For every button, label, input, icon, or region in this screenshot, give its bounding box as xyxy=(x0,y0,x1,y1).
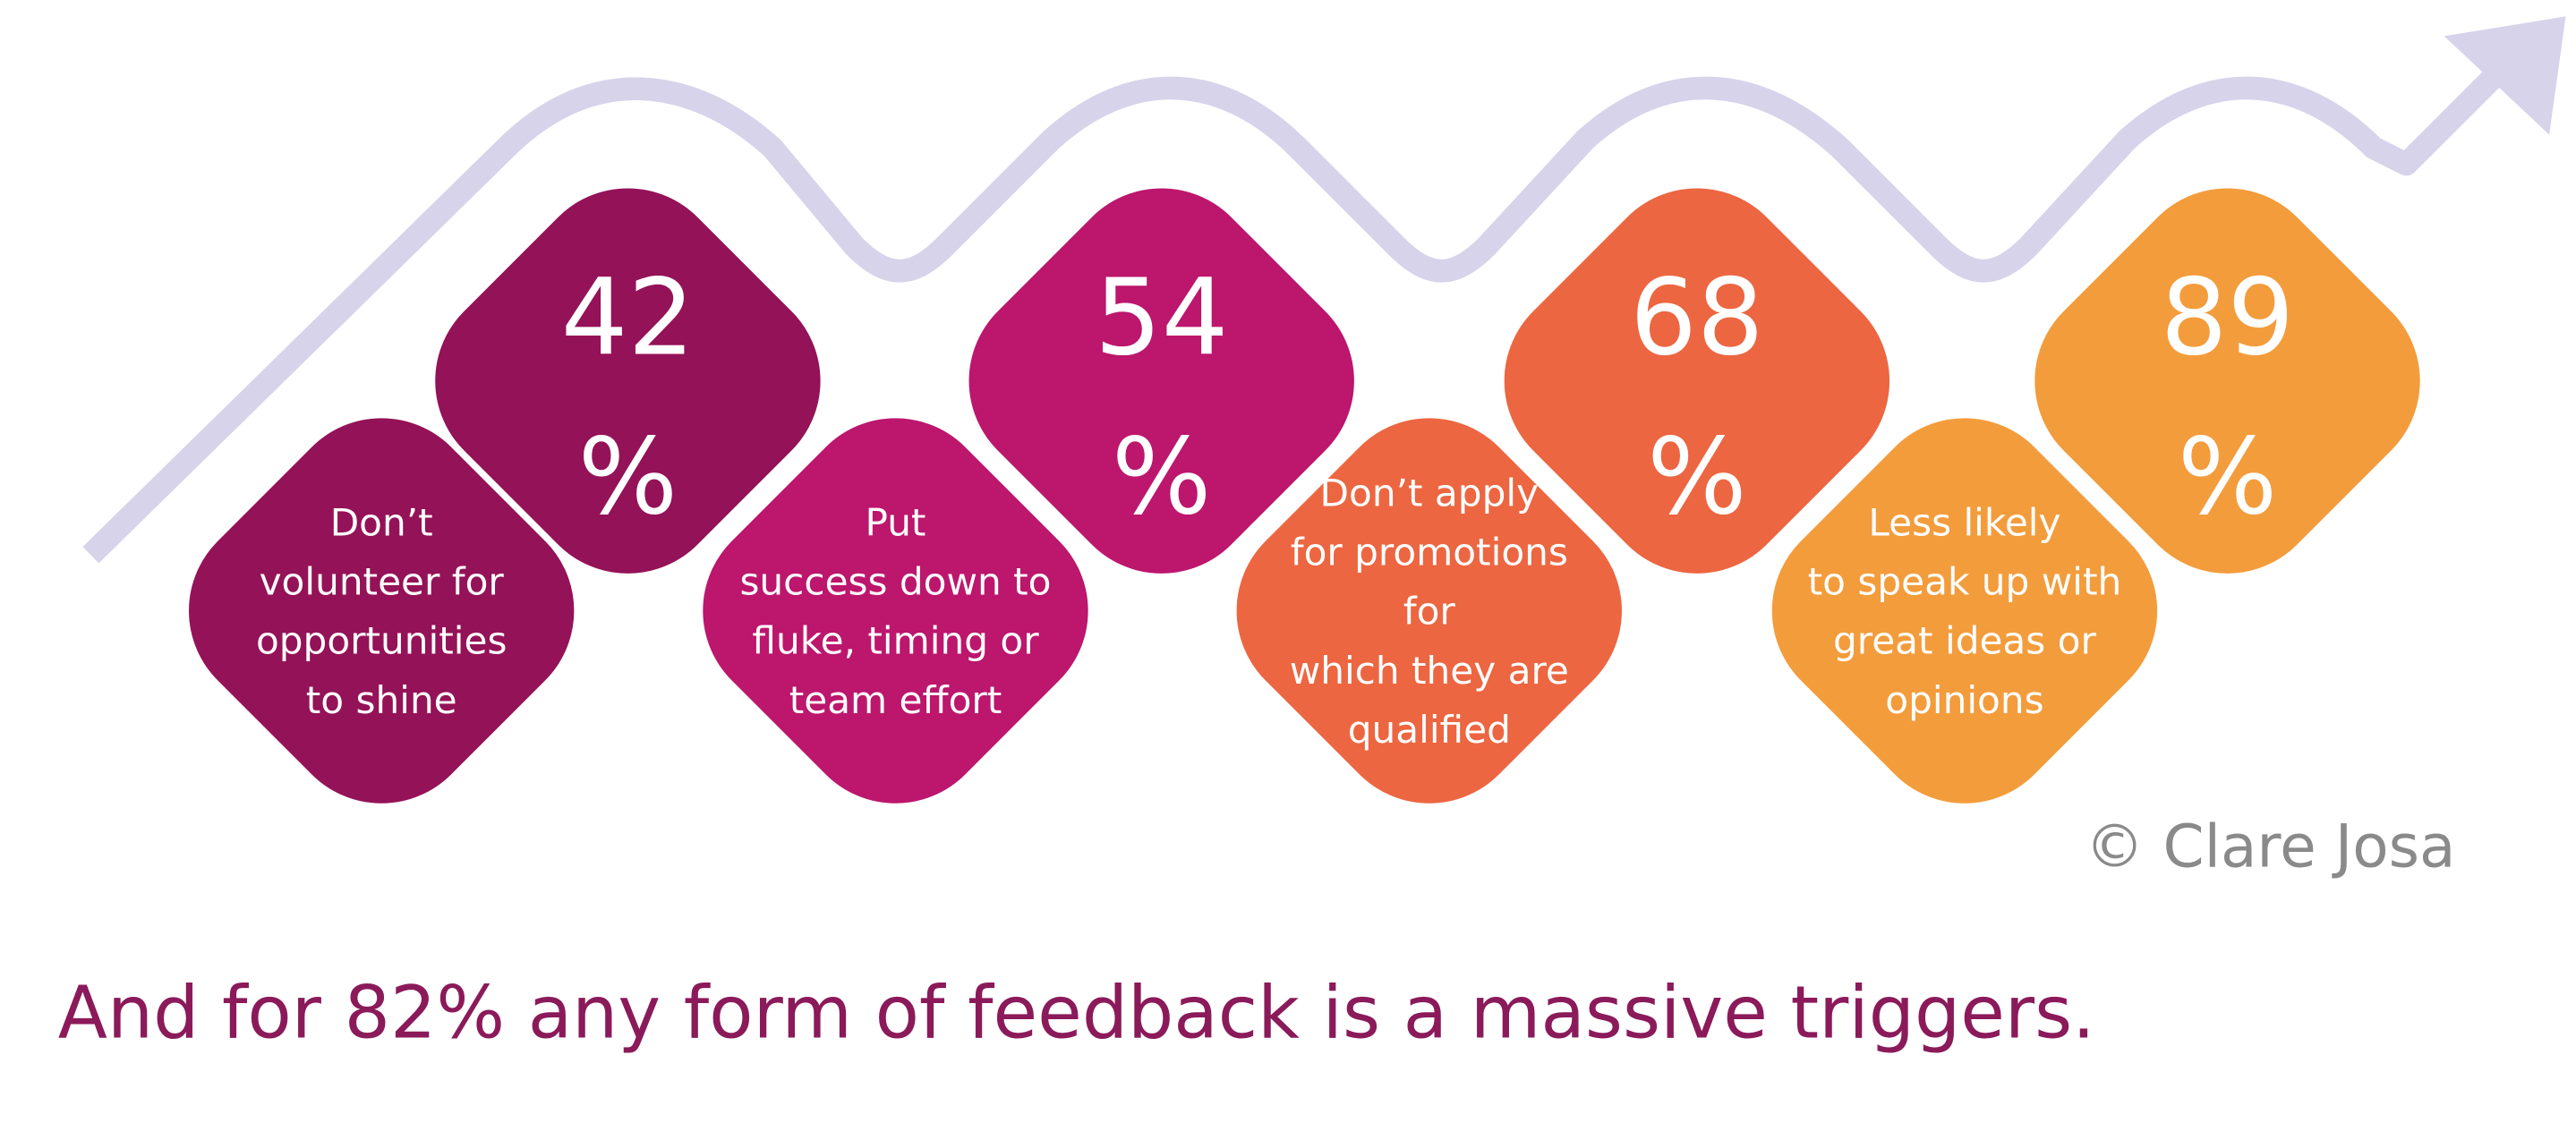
description-line: qualified xyxy=(1348,708,1511,752)
item: 89% Less likely to speak up with great idea… xyxy=(1765,182,2427,811)
description-line: Don’t xyxy=(330,501,433,545)
trend-arrowhead xyxy=(2444,16,2566,135)
description-diamond xyxy=(1230,412,1629,811)
description-line: great ideas or xyxy=(1833,619,2096,663)
stat-number: 42 xyxy=(561,257,695,379)
description-diamond xyxy=(695,412,1095,811)
description-line: Less likely xyxy=(1868,501,2060,545)
items: 42% Don’t volunteer for opportunities to shi… xyxy=(182,182,2427,811)
footer-text: And for 82% any form of feedback is a ma… xyxy=(58,972,2095,1056)
stat-diamond xyxy=(2027,182,2427,581)
description-line: to shine xyxy=(306,678,457,722)
stat-unit: % xyxy=(1647,415,1747,538)
description-line: for xyxy=(1403,590,1456,634)
stat-unit: % xyxy=(578,415,678,538)
description-line: success down to xyxy=(739,560,1051,604)
description-line: opinions xyxy=(1885,678,2043,722)
description-line: Don’t apply xyxy=(1320,472,1540,515)
description-line: to speak up with xyxy=(1808,560,2122,604)
description-line: fluke, timing or xyxy=(752,619,1039,663)
stat-number: 68 xyxy=(1630,257,1763,379)
description-line: volunteer for xyxy=(260,560,505,604)
description-line: which they are xyxy=(1290,649,1569,693)
stat-diamond xyxy=(962,182,1361,581)
stat-diamond xyxy=(1497,182,1897,581)
description-line: team effort xyxy=(789,678,1002,722)
description-diamond xyxy=(1765,412,2164,811)
description-line: opportunities xyxy=(256,619,507,663)
description-line: Put xyxy=(865,501,925,545)
stat-unit: % xyxy=(2178,415,2278,538)
description-diamond xyxy=(182,412,581,811)
copyright: © Clare Josa xyxy=(2085,812,2455,881)
item: 68% Don’t apply for promotions for which the… xyxy=(1230,182,1897,811)
description-line: for promotions xyxy=(1291,531,1568,574)
item: 54% Put success down to fluke, timing or tea… xyxy=(695,182,1361,811)
item: 42% Don’t volunteer for opportunities to shi… xyxy=(182,182,827,811)
stat-unit: % xyxy=(1112,415,1212,538)
stat-number: 54 xyxy=(1095,257,1228,379)
trend-line xyxy=(82,40,2530,564)
stat-number: 89 xyxy=(2161,257,2294,379)
